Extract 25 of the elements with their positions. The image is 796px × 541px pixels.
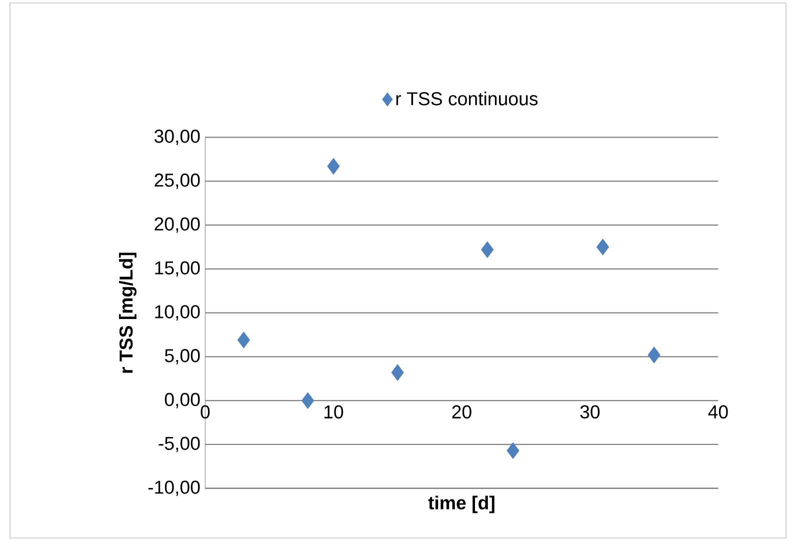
y-tick-label: 5,00 (164, 348, 200, 364)
legend-label: r TSS continuous (396, 92, 538, 106)
x-tick-label: 0 (200, 405, 210, 419)
point (237, 332, 250, 348)
point (648, 346, 660, 364)
point (302, 392, 314, 409)
y-tick-label: 15,00 (155, 261, 200, 277)
point (391, 364, 404, 381)
x-tick-label: 30 (580, 405, 600, 419)
x-tick-label: 10 (324, 405, 344, 419)
y-tick-label: 25,00 (154, 173, 200, 189)
y-tick-label: 0,00 (164, 392, 200, 408)
point (596, 238, 610, 256)
y-tick-label: 30,00 (154, 130, 200, 146)
point (481, 241, 494, 258)
y-tick-label: -5,00 (158, 436, 200, 452)
y-axis-title: r TSS [mg/Ld] (119, 252, 136, 373)
x-tick-label: 40 (708, 405, 728, 419)
x-axis-title: time [d] (428, 496, 494, 514)
x-tick-label: 20 (452, 405, 472, 419)
point (327, 158, 340, 175)
point (506, 442, 520, 459)
y-tick-label: -10,00 (148, 480, 200, 496)
y-tick-label: 20,00 (154, 217, 200, 233)
y-tick-label: 10,00 (155, 305, 200, 321)
